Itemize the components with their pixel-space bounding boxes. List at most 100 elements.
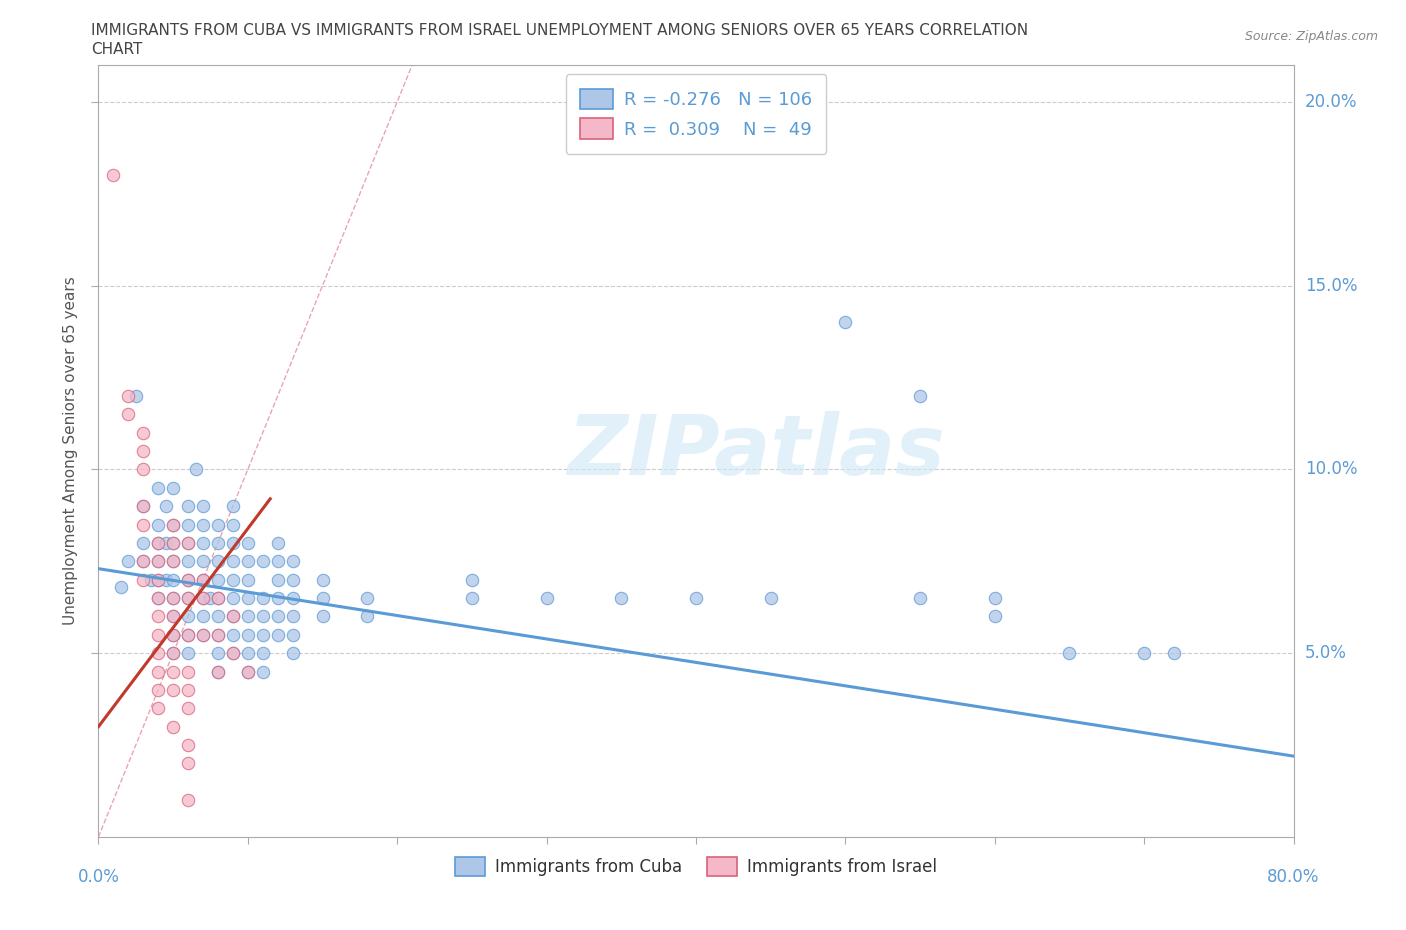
Point bbox=[191, 628, 214, 643]
Point bbox=[177, 572, 200, 587]
Point bbox=[162, 645, 184, 660]
Point bbox=[162, 609, 184, 624]
Point bbox=[311, 591, 333, 605]
Point bbox=[162, 536, 184, 551]
Point bbox=[236, 645, 259, 660]
Point bbox=[177, 609, 200, 624]
Point bbox=[162, 591, 184, 605]
Point bbox=[177, 628, 200, 643]
Point bbox=[236, 572, 259, 587]
Point bbox=[177, 517, 200, 532]
Text: IMMIGRANTS FROM CUBA VS IMMIGRANTS FROM ISRAEL UNEMPLOYMENT AMONG SENIORS OVER 6: IMMIGRANTS FROM CUBA VS IMMIGRANTS FROM … bbox=[91, 23, 1029, 38]
Point bbox=[162, 719, 184, 734]
Text: CHART: CHART bbox=[91, 42, 143, 57]
Point bbox=[132, 554, 155, 569]
Point bbox=[207, 664, 229, 679]
Point bbox=[191, 554, 214, 569]
Legend: Immigrants from Cuba, Immigrants from Israel: Immigrants from Cuba, Immigrants from Is… bbox=[449, 850, 943, 883]
Point bbox=[155, 572, 177, 587]
Point bbox=[356, 591, 378, 605]
Point bbox=[162, 572, 184, 587]
Point bbox=[984, 609, 1007, 624]
Point bbox=[267, 628, 290, 643]
Point bbox=[200, 591, 222, 605]
Point bbox=[1133, 645, 1156, 660]
Point bbox=[177, 683, 200, 698]
Point bbox=[610, 591, 633, 605]
Point bbox=[222, 628, 245, 643]
Point bbox=[1163, 645, 1185, 660]
Point bbox=[281, 572, 304, 587]
Text: Source: ZipAtlas.com: Source: ZipAtlas.com bbox=[1244, 30, 1378, 43]
Point bbox=[207, 591, 229, 605]
Point bbox=[207, 645, 229, 660]
Point bbox=[139, 572, 162, 587]
Point bbox=[267, 554, 290, 569]
Point bbox=[177, 645, 200, 660]
Point bbox=[207, 664, 229, 679]
Point bbox=[222, 645, 245, 660]
Text: 10.0%: 10.0% bbox=[1305, 460, 1357, 478]
Point bbox=[252, 591, 274, 605]
Point bbox=[311, 609, 333, 624]
Point bbox=[132, 572, 155, 587]
Point bbox=[148, 591, 170, 605]
Point bbox=[267, 591, 290, 605]
Point bbox=[461, 572, 484, 587]
Point bbox=[222, 554, 245, 569]
Point bbox=[148, 554, 170, 569]
Point bbox=[148, 701, 170, 716]
Point bbox=[834, 315, 856, 330]
Point bbox=[1059, 645, 1081, 660]
Point bbox=[191, 591, 214, 605]
Point bbox=[148, 645, 170, 660]
Point bbox=[191, 572, 214, 587]
Point bbox=[103, 168, 125, 183]
Point bbox=[191, 609, 214, 624]
Point bbox=[536, 591, 558, 605]
Point bbox=[191, 498, 214, 513]
Point bbox=[148, 572, 170, 587]
Point bbox=[117, 554, 139, 569]
Point bbox=[148, 536, 170, 551]
Point bbox=[148, 609, 170, 624]
Point bbox=[252, 664, 274, 679]
Point bbox=[267, 609, 290, 624]
Point bbox=[281, 645, 304, 660]
Point bbox=[207, 628, 229, 643]
Point bbox=[132, 517, 155, 532]
Point bbox=[177, 591, 200, 605]
Point bbox=[110, 579, 132, 594]
Point bbox=[177, 498, 200, 513]
Point bbox=[177, 792, 200, 807]
Point bbox=[191, 628, 214, 643]
Point bbox=[177, 628, 200, 643]
Point bbox=[236, 664, 259, 679]
Point bbox=[162, 536, 184, 551]
Point bbox=[177, 591, 200, 605]
Text: 5.0%: 5.0% bbox=[1305, 644, 1347, 662]
Point bbox=[155, 536, 177, 551]
Point bbox=[236, 536, 259, 551]
Point bbox=[177, 664, 200, 679]
Point bbox=[222, 609, 245, 624]
Point bbox=[132, 536, 155, 551]
Point bbox=[685, 591, 707, 605]
Point bbox=[207, 536, 229, 551]
Point bbox=[148, 572, 170, 587]
Point bbox=[236, 554, 259, 569]
Point bbox=[222, 572, 245, 587]
Point bbox=[162, 554, 184, 569]
Point bbox=[162, 591, 184, 605]
Point bbox=[207, 628, 229, 643]
Point bbox=[207, 517, 229, 532]
Point bbox=[177, 554, 200, 569]
Text: 0.0%: 0.0% bbox=[77, 868, 120, 885]
Point bbox=[222, 591, 245, 605]
Point bbox=[207, 609, 229, 624]
Point bbox=[311, 572, 333, 587]
Point bbox=[252, 609, 274, 624]
Point bbox=[148, 683, 170, 698]
Point bbox=[162, 645, 184, 660]
Point bbox=[117, 406, 139, 421]
